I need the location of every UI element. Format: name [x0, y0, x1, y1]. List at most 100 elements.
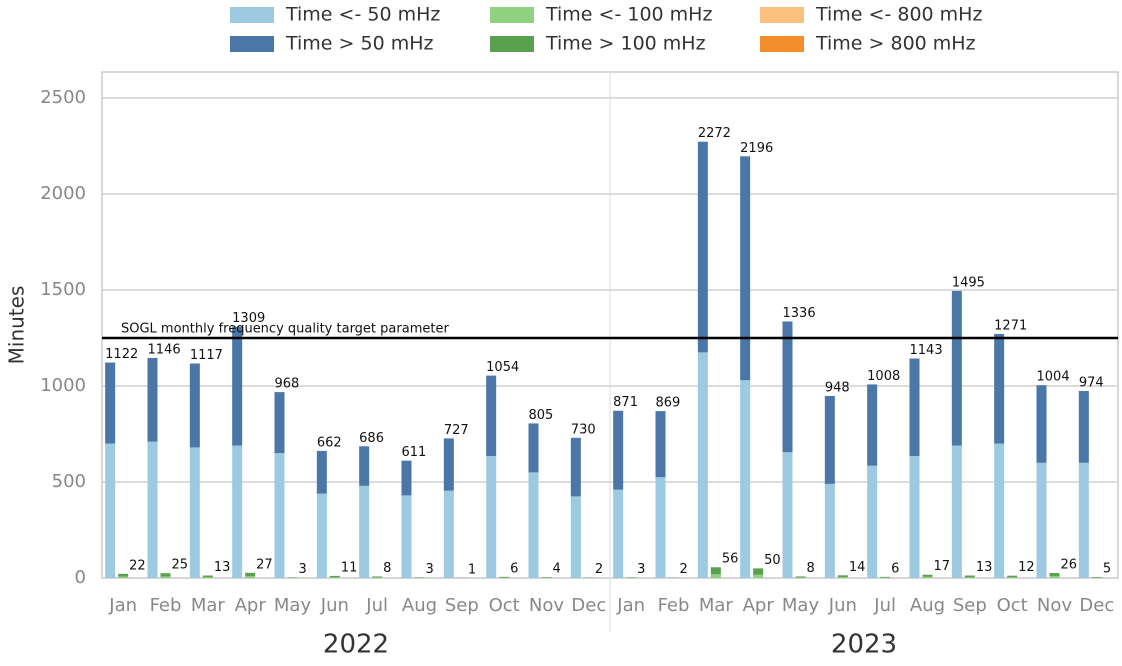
- bar-segment: [965, 576, 975, 578]
- legend-label: Time <- 800 mHz: [815, 4, 982, 26]
- bar-segment: [1037, 385, 1047, 463]
- bar-segment: [1037, 463, 1047, 578]
- data-label: 686: [359, 431, 384, 446]
- bar-segment: [275, 392, 285, 453]
- bar-segment: [1079, 463, 1089, 578]
- data-label: 968: [275, 377, 300, 392]
- bar-segment: [838, 575, 848, 577]
- data-label: 22: [129, 558, 146, 573]
- data-label: 974: [1079, 375, 1104, 390]
- x-tick-label: Jun: [320, 595, 349, 616]
- x-tick-label: Nov: [529, 595, 564, 616]
- bar-segment: [105, 444, 115, 578]
- bar-segment: [245, 576, 255, 578]
- data-label: 1495: [952, 275, 985, 290]
- data-label: 3: [299, 562, 307, 577]
- bar-segment: [245, 573, 255, 576]
- bar-segment: [698, 142, 708, 353]
- data-label: 2196: [740, 141, 773, 156]
- legend-swatch: [230, 7, 274, 23]
- x-tick-label: Dec: [571, 595, 606, 616]
- y-tick-label: 1000: [40, 375, 86, 396]
- x-tick-label: Jul: [365, 595, 388, 616]
- data-label: 2272: [698, 126, 731, 141]
- data-label: 1122: [105, 347, 138, 362]
- bar-segment: [965, 577, 975, 578]
- x-tick-label: May: [782, 595, 820, 616]
- bar-segment: [372, 576, 382, 577]
- bar-segment: [711, 574, 721, 578]
- y-tick-label: 2500: [40, 87, 86, 108]
- bar-segment: [910, 456, 920, 578]
- data-label: 13: [214, 560, 231, 575]
- legend-swatch: [490, 36, 534, 52]
- bar-segment: [698, 352, 708, 578]
- bar-segment: [1050, 576, 1060, 578]
- bar-segment: [330, 577, 340, 578]
- data-label: 50: [764, 553, 781, 568]
- bar-segment: [499, 577, 509, 578]
- bar-segment: [613, 490, 623, 578]
- data-label: 948: [825, 380, 850, 395]
- bar-segment: [783, 452, 793, 578]
- bar-segment: [825, 484, 835, 578]
- data-label: 1271: [994, 318, 1027, 333]
- bar-segment: [1050, 573, 1060, 576]
- x-tick-label: Nov: [1037, 595, 1072, 616]
- data-label: 26: [1061, 558, 1078, 573]
- bar-segment: [190, 364, 200, 448]
- bar-segment: [118, 574, 128, 577]
- legend-label: Time > 100 mHz: [545, 33, 706, 55]
- bar-segment: [486, 376, 496, 456]
- bar-segment: [740, 380, 750, 578]
- bar-segment: [486, 456, 496, 578]
- bar-segment: [711, 567, 721, 574]
- bar-segment: [1007, 577, 1017, 578]
- bar-segment: [161, 573, 171, 576]
- legend-label: Time > 800 mHz: [815, 33, 976, 55]
- data-label: 12: [1018, 560, 1035, 575]
- y-axis-label: Minutes: [5, 286, 29, 365]
- bar-segment: [232, 327, 242, 446]
- bar-segment: [148, 442, 158, 578]
- bar-segment: [1079, 391, 1089, 463]
- bar-segment: [529, 423, 539, 472]
- bar-segment: [444, 438, 454, 490]
- x-tick-label: Sep: [953, 595, 987, 616]
- x-tick-label: Mar: [699, 595, 734, 616]
- bar-segment: [952, 291, 962, 446]
- x-tick-label: Feb: [658, 595, 690, 616]
- data-label: 8: [383, 561, 391, 576]
- data-label: 1336: [783, 306, 816, 321]
- data-label: 2: [595, 562, 603, 577]
- bar-segment: [1007, 576, 1017, 578]
- data-label: 1054: [486, 360, 519, 375]
- x-tick-label: Jun: [828, 595, 857, 616]
- bar-segment: [359, 486, 369, 578]
- bar-segment: [825, 396, 835, 484]
- data-label: 6: [891, 561, 899, 576]
- data-label: 662: [317, 435, 342, 450]
- bar-segment: [867, 384, 877, 465]
- bar-segment: [571, 496, 581, 578]
- year-label: 2023: [831, 630, 897, 660]
- data-label: 611: [402, 445, 427, 460]
- bar-segment: [994, 444, 1004, 578]
- bar-segment: [203, 576, 213, 578]
- bar-segment: [952, 445, 962, 578]
- x-tick-label: May: [274, 595, 312, 616]
- bar-segment: [105, 363, 115, 444]
- data-label: 2: [680, 562, 688, 577]
- data-label: 6: [510, 561, 518, 576]
- bar-segment: [359, 446, 369, 486]
- y-tick-label: 2000: [40, 183, 86, 204]
- legend-label: Time <- 100 mHz: [545, 4, 712, 26]
- x-tick-label: Dec: [1079, 595, 1114, 616]
- x-tick-label: Apr: [743, 595, 775, 616]
- x-tick-label: Oct: [489, 595, 520, 616]
- x-tick-label: Jan: [108, 595, 137, 616]
- bar-segment: [994, 334, 1004, 444]
- y-tick-label: 1500: [40, 279, 86, 300]
- y-tick-label: 500: [52, 471, 86, 492]
